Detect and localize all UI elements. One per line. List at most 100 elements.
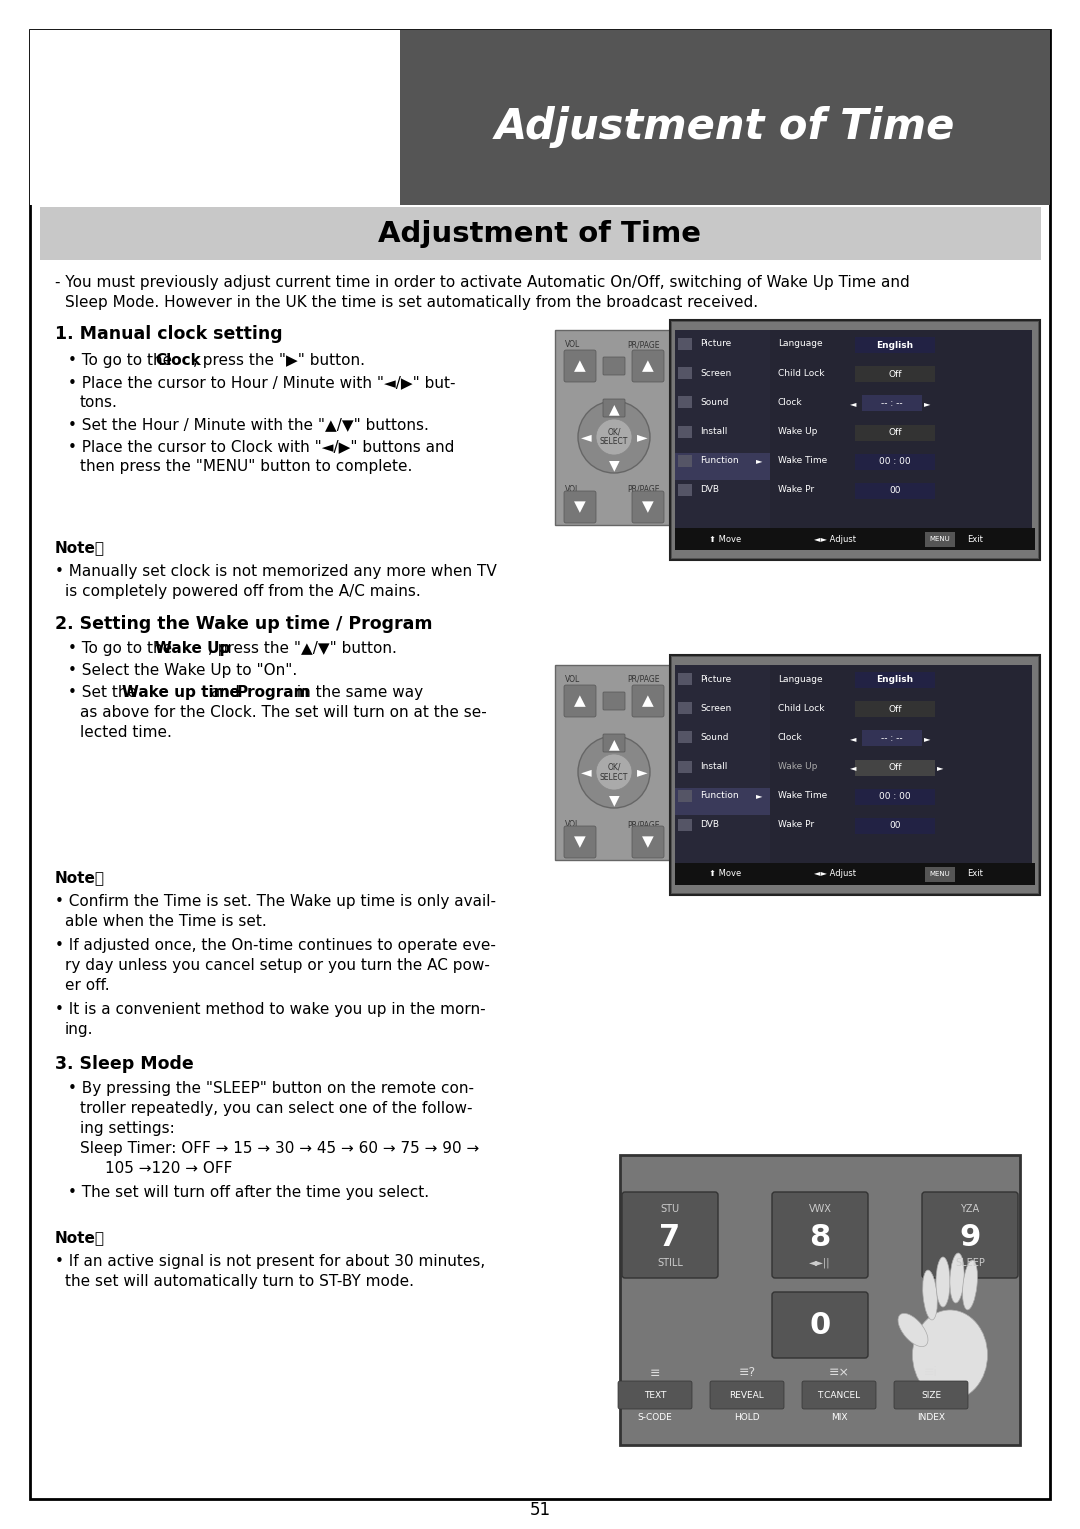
Text: Sleep Timer: OFF → 15 → 30 → 45 → 60 → 75 → 90 →: Sleep Timer: OFF → 15 → 30 → 45 → 60 → 7… [80,1141,480,1156]
Text: • Place the cursor to Clock with "◄/▶" buttons and: • Place the cursor to Clock with "◄/▶" b… [68,439,455,454]
Bar [675,528,1035,550]
Text: 1. Manual clock setting: 1. Manual clock setting [55,326,283,342]
Ellipse shape [899,1313,928,1347]
Text: STU: STU [661,1203,679,1214]
Bar [678,673,692,685]
Text: SLEEP: SLEEP [955,1258,985,1268]
Text: • Manually set clock is not memorized any more when TV: • Manually set clock is not memorized an… [55,564,497,579]
Text: ing.: ing. [65,1021,94,1037]
Text: • Set the Hour / Minute with the "▲/▼" buttons.: • Set the Hour / Minute with the "▲/▼" b… [68,417,429,433]
FancyBboxPatch shape [618,1381,692,1410]
Bar [672,657,1038,893]
Text: • Confirm the Time is set. The Wake up time is only avail-: • Confirm the Time is set. The Wake up t… [55,894,496,910]
Text: ◄► Adjust: ◄► Adjust [814,870,856,879]
Text: STILL: STILL [657,1258,683,1268]
Text: ry day unless you cancel setup or you turn the AC pow-: ry day unless you cancel setup or you tu… [65,959,490,972]
Text: • If adjusted once, the On-time continues to operate eve-: • If adjusted once, the On-time continue… [55,937,496,953]
Text: Function: Function [700,790,739,800]
Text: ◄: ◄ [581,764,592,778]
Text: Language: Language [778,674,823,683]
Text: Wake Time: Wake Time [778,790,827,800]
Bar [675,862,1035,885]
FancyBboxPatch shape [632,491,664,523]
FancyBboxPatch shape [603,734,625,752]
Bar [400,31,1050,205]
Ellipse shape [962,1260,977,1310]
Bar [678,731,692,743]
Bar [924,532,955,547]
Text: and: and [206,685,244,700]
Text: INDEX: INDEX [917,1413,945,1422]
Circle shape [578,735,650,807]
Text: PR/PAGE: PR/PAGE [627,674,660,683]
Text: 3. Sleep Mode: 3. Sleep Mode [55,1055,193,1073]
Text: ►: ► [936,763,943,772]
Text: ⬆ Move: ⬆ Move [708,870,741,879]
Text: Exit: Exit [967,870,983,879]
Text: Sound: Sound [700,732,729,742]
Circle shape [596,419,632,456]
Text: ►: ► [637,764,647,778]
Text: ►: ► [637,430,647,443]
Bar [855,789,935,804]
Bar [678,454,692,466]
Text: • The set will turn off after the time you select.: • The set will turn off after the time y… [68,1185,429,1200]
Text: English: English [877,676,914,685]
Text: Screen: Screen [700,703,731,713]
Text: ▲: ▲ [609,737,619,751]
Text: ◄: ◄ [850,763,856,772]
Bar [855,818,935,833]
Text: MIX: MIX [831,1413,847,1422]
Text: Sleep Mode. However in the UK the time is set automatically from the broadcast r: Sleep Mode. However in the UK the time i… [65,295,758,310]
Text: Wake Up: Wake Up [778,761,818,771]
Bar [855,425,935,440]
Text: Child Lock: Child Lock [778,703,824,713]
Text: the set will automatically turn to ST-BY mode.: the set will automatically turn to ST-BY… [65,1274,414,1289]
Text: 00: 00 [889,486,901,495]
Text: VOL: VOL [565,820,580,829]
Text: DVB: DVB [700,821,719,829]
Text: Wake Pr: Wake Pr [778,485,814,494]
Text: then press the "MENU" button to complete.: then press the "MENU" button to complete… [80,459,413,474]
Text: Install: Install [700,761,727,771]
Text: MENU: MENU [930,537,950,541]
Bar [555,330,673,524]
FancyBboxPatch shape [772,1193,868,1278]
Text: Language: Language [778,339,823,349]
FancyBboxPatch shape [802,1381,876,1410]
Text: - You must previously adjust current time in order to activate Automatic On/Off,: - You must previously adjust current tim… [55,275,909,291]
Bar [678,702,692,714]
FancyBboxPatch shape [564,350,596,382]
Text: ◄: ◄ [850,399,856,408]
Text: 00 : 00: 00 : 00 [879,792,910,801]
Text: Note：: Note： [55,1229,105,1245]
FancyBboxPatch shape [603,399,625,417]
Text: Off: Off [888,428,902,437]
Text: Install: Install [700,427,727,436]
Text: ▼: ▼ [575,835,585,850]
FancyBboxPatch shape [894,1381,968,1410]
Text: SELECT: SELECT [599,772,629,781]
Text: SELECT: SELECT [599,437,629,446]
Text: ▲: ▲ [575,358,585,373]
Text: ◄: ◄ [850,734,856,743]
Text: OK/: OK/ [607,428,621,436]
Text: as above for the Clock. The set will turn on at the se-: as above for the Clock. The set will tur… [80,705,487,720]
Text: Clock: Clock [156,353,201,368]
Text: Note：: Note： [55,540,105,555]
Text: ◄: ◄ [581,430,592,443]
Text: ▲: ▲ [643,358,653,373]
Text: ◄► Adjust: ◄► Adjust [814,535,856,543]
Text: MENU: MENU [930,872,950,878]
Bar [675,665,770,865]
Text: ►: ► [756,790,762,800]
Text: DVB: DVB [700,485,719,494]
Text: S-CODE: S-CODE [637,1413,673,1422]
Text: Wake Pr: Wake Pr [778,821,814,829]
Bar [675,330,770,531]
Circle shape [596,754,632,790]
Text: ▲: ▲ [609,402,619,416]
Text: lected time.: lected time. [80,725,172,740]
Text: YZA: YZA [960,1203,980,1214]
FancyBboxPatch shape [922,1193,1018,1278]
